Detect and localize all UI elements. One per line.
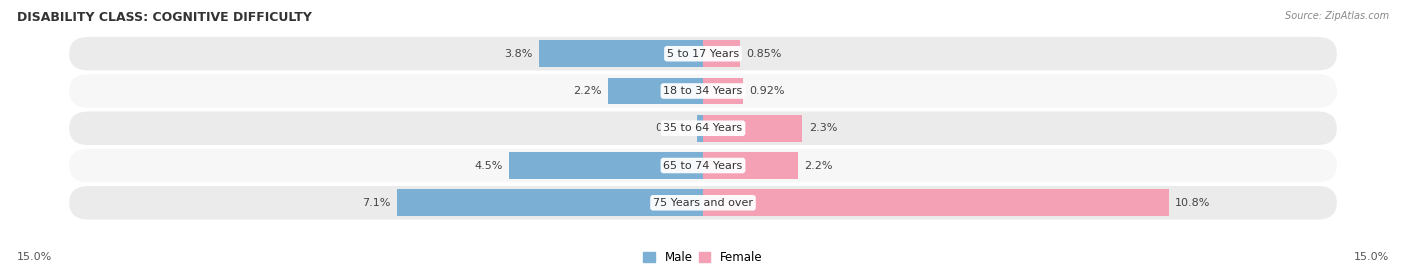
Text: 0.92%: 0.92%: [749, 86, 785, 96]
Bar: [703, 40, 740, 67]
FancyBboxPatch shape: [69, 149, 1337, 182]
Text: 7.1%: 7.1%: [361, 198, 391, 208]
Bar: [703, 152, 797, 179]
Text: 2.2%: 2.2%: [574, 86, 602, 96]
FancyBboxPatch shape: [69, 74, 1337, 108]
Bar: [703, 189, 1168, 216]
Bar: [538, 40, 703, 67]
Text: 2.3%: 2.3%: [808, 123, 837, 133]
Text: DISABILITY CLASS: COGNITIVE DIFFICULTY: DISABILITY CLASS: COGNITIVE DIFFICULTY: [17, 11, 312, 24]
FancyBboxPatch shape: [69, 186, 1337, 220]
Bar: [509, 152, 703, 179]
Text: 18 to 34 Years: 18 to 34 Years: [664, 86, 742, 96]
Text: 5 to 17 Years: 5 to 17 Years: [666, 49, 740, 59]
Text: 4.5%: 4.5%: [474, 160, 502, 171]
Text: 2.2%: 2.2%: [804, 160, 832, 171]
Text: 35 to 64 Years: 35 to 64 Years: [664, 123, 742, 133]
Legend: Male, Female: Male, Female: [644, 251, 762, 264]
Bar: [703, 115, 803, 142]
Text: 15.0%: 15.0%: [17, 252, 52, 262]
FancyBboxPatch shape: [69, 37, 1337, 70]
Text: 0.85%: 0.85%: [747, 49, 782, 59]
Text: 3.8%: 3.8%: [505, 49, 533, 59]
Text: 10.8%: 10.8%: [1175, 198, 1211, 208]
Text: 0.13%: 0.13%: [655, 123, 690, 133]
Text: 65 to 74 Years: 65 to 74 Years: [664, 160, 742, 171]
Bar: [396, 189, 703, 216]
Bar: [609, 77, 703, 104]
Bar: [703, 77, 742, 104]
Text: Source: ZipAtlas.com: Source: ZipAtlas.com: [1285, 11, 1389, 21]
Text: 75 Years and over: 75 Years and over: [652, 198, 754, 208]
Bar: [697, 115, 703, 142]
Text: 15.0%: 15.0%: [1354, 252, 1389, 262]
FancyBboxPatch shape: [69, 112, 1337, 145]
